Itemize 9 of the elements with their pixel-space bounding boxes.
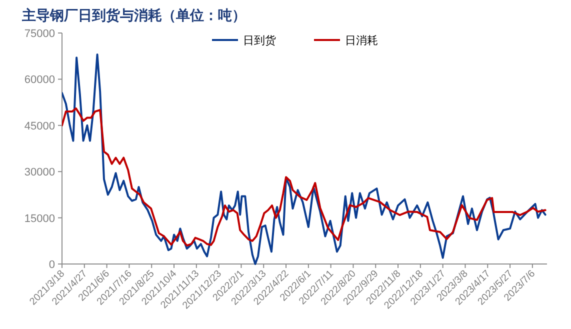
chart-title: 主导钢厂日到货与消耗（单位：吨） xyxy=(21,7,246,24)
y-tick-label: 45000 xyxy=(24,120,55,132)
y-tick-label: 0 xyxy=(48,259,55,271)
y-tick-label: 15000 xyxy=(24,212,55,225)
y-tick-label: 75000 xyxy=(24,28,55,40)
y-tick-label: 60000 xyxy=(24,74,55,86)
legend-label: 日到货 xyxy=(243,35,276,47)
legend-label: 日消耗 xyxy=(345,34,378,47)
y-tick-label: 30000 xyxy=(24,166,55,179)
